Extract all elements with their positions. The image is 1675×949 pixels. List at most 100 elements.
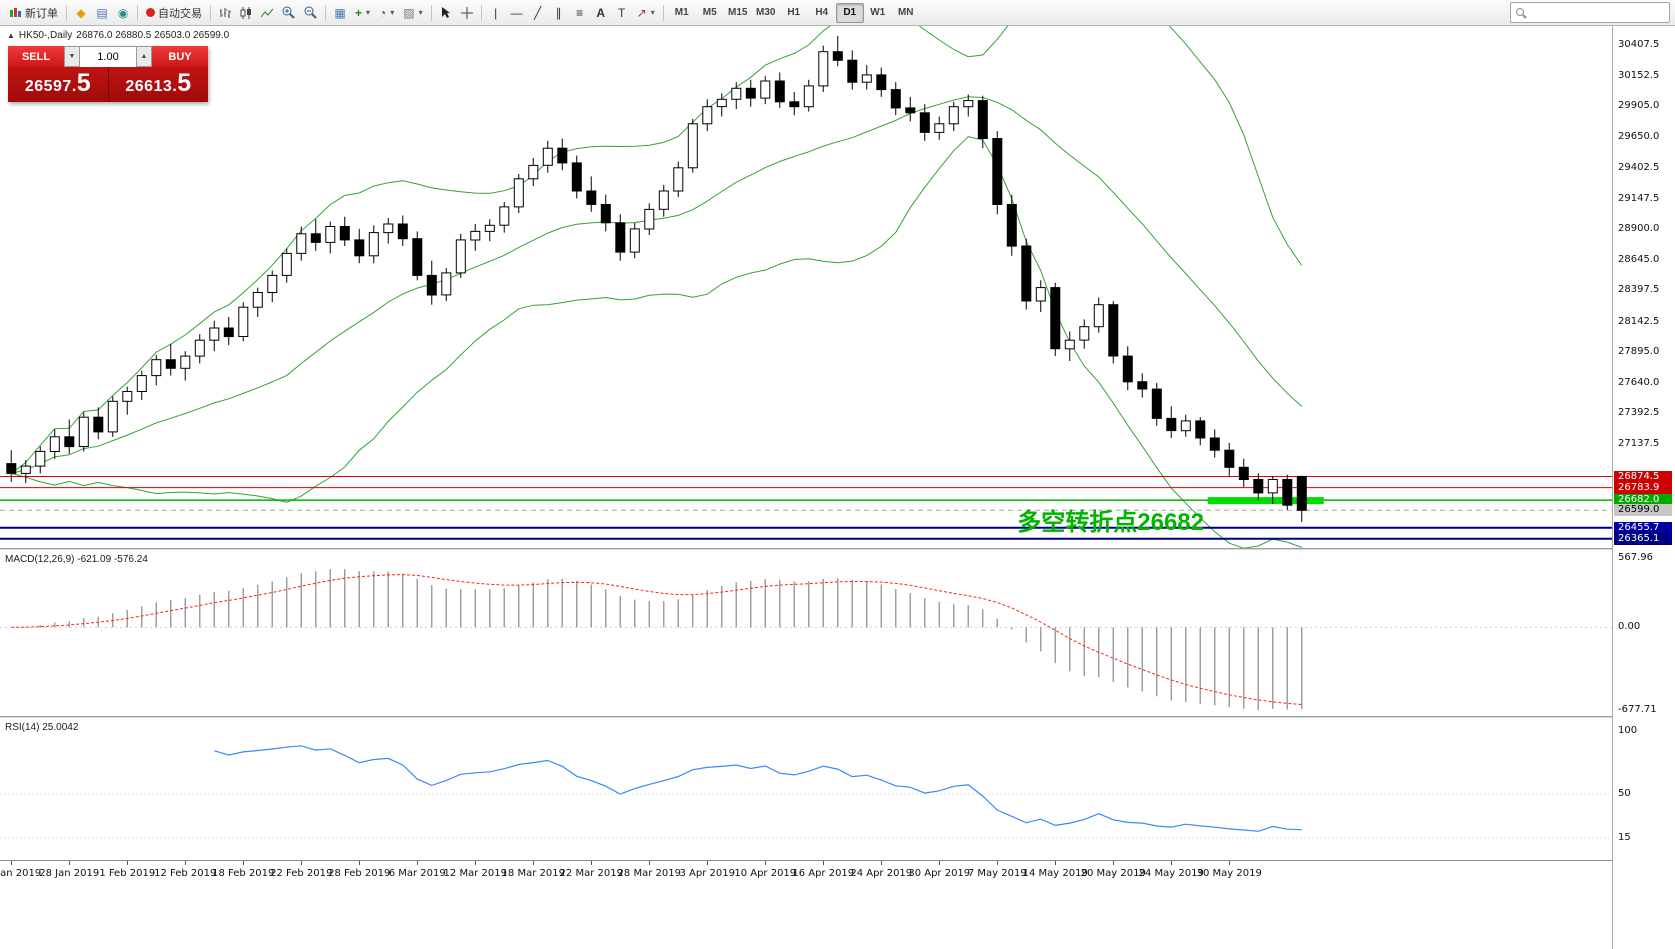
refresh-icon: ◉ [117, 5, 129, 20]
buy-button[interactable]: BUY [152, 46, 208, 67]
candle-body [629, 228, 640, 253]
zoom-out-button[interactable] [300, 3, 321, 23]
candle-body [774, 80, 785, 103]
candle-body [1224, 449, 1235, 468]
candle-body [484, 224, 495, 232]
timeframe-button-m30[interactable]: M30 [756, 7, 776, 19]
rsi-chart-canvas[interactable] [0, 719, 1612, 860]
timeframe-button-m5[interactable]: M5 [702, 7, 717, 19]
date-label: 28 Feb 2019 [328, 868, 391, 879]
one-click-collapse-icon[interactable]: ▲ [7, 31, 15, 40]
toolbar-separator [210, 4, 211, 21]
timeframe-button-d1[interactable]: D1 [835, 2, 864, 23]
macd-signal-line [11, 574, 1302, 705]
price-tick: 29905.0 [1618, 100, 1660, 112]
candle-body [1180, 420, 1191, 432]
periods-button[interactable]: ◔ ▾ [375, 3, 398, 23]
candle-body [890, 89, 901, 109]
candle-body [20, 465, 31, 474]
date-label: 22 Feb 2019 [270, 868, 333, 879]
zoom-in-button[interactable] [278, 3, 299, 23]
volume-decrease-button[interactable]: ▼ [64, 46, 80, 67]
profiles-button[interactable]: ▤ [92, 3, 112, 23]
date-tick [1113, 861, 1115, 865]
sell-button[interactable]: SELL [8, 46, 64, 67]
candle-body [455, 239, 466, 274]
timeframe-button-h4[interactable]: H4 [815, 7, 829, 19]
candle-body [165, 359, 176, 369]
timeframe-button-m1[interactable]: M1 [674, 7, 689, 19]
candle-body [1151, 388, 1162, 419]
candlestick-chart-button[interactable] [236, 3, 256, 23]
text-icon: A [596, 5, 605, 20]
candle-body [1093, 304, 1104, 328]
price-tick: 29402.5 [1618, 161, 1660, 173]
toolbar-separator [430, 4, 432, 21]
timeframe-button-m15[interactable]: M15 [728, 7, 748, 19]
templates-button[interactable]: ▨ ▾ [399, 3, 426, 23]
sell-price-button[interactable]: 26597. 5 [8, 67, 108, 102]
support-highlight-bar [1207, 497, 1324, 505]
candle-body [1079, 326, 1090, 341]
fibonacci-button[interactable]: ≡ [570, 3, 590, 23]
candle-body [310, 233, 321, 243]
timeframe-button-mn[interactable]: MN [897, 7, 914, 19]
date-label: 30 May 2019 [1196, 868, 1262, 879]
candle-body [1006, 204, 1017, 247]
date-tick [1229, 861, 1231, 865]
refresh-button[interactable]: ◉ [113, 3, 133, 23]
crosshair-icon [460, 6, 473, 19]
bar-chart-button[interactable] [215, 3, 235, 23]
chevron-down-icon: ▾ [390, 8, 395, 17]
date-label: 22 Jan 2019 [0, 868, 42, 879]
main-chart-canvas[interactable] [0, 26, 1612, 548]
horizontal-line-button[interactable]: — [507, 3, 527, 23]
text-button[interactable]: A [591, 3, 611, 23]
candle-body [1253, 479, 1264, 494]
buy-price-button[interactable]: 26613. 5 [108, 67, 208, 102]
indicators-button[interactable]: + ▾ [351, 3, 374, 23]
timeframe-button-w1[interactable]: W1 [870, 7, 886, 19]
tile-windows-button[interactable]: ▦ [330, 3, 350, 23]
panel-separator[interactable] [0, 716, 1675, 719]
price-scale[interactable]: 30407.5 30152.5 29905.0 29650.0 29402.5 29147… [1612, 26, 1675, 949]
timeframe-button-h1[interactable]: H1 [787, 7, 801, 19]
cursor-icon [442, 6, 451, 18]
date-label: 1 Feb 2019 [99, 868, 156, 879]
horizontal-line-icon: — [510, 5, 523, 20]
crosshair-button[interactable] [457, 3, 477, 23]
template-icon: ▨ [403, 5, 415, 20]
date-tick [533, 861, 535, 865]
panel-separator[interactable] [0, 548, 1675, 551]
candle-body [223, 327, 234, 338]
candle-body [934, 123, 945, 133]
tile-windows-icon: ▦ [334, 5, 346, 20]
new-chart-button[interactable]: ◆ [71, 3, 91, 23]
candle-body [557, 147, 568, 164]
auto-trading-button[interactable]: 自动交易 [142, 3, 206, 23]
channel-button[interactable]: ∥ [549, 3, 569, 23]
volume-input[interactable] [80, 47, 136, 67]
auto-trading-label: 自动交易 [158, 7, 202, 20]
line-chart-button[interactable] [257, 3, 277, 23]
arrows-button[interactable]: ↗ ▾ [633, 3, 659, 23]
text-label-button[interactable]: T [612, 3, 632, 23]
macd-chart-canvas[interactable] [0, 551, 1612, 716]
candle-body [992, 138, 1003, 205]
trendline-button[interactable]: ╱ [528, 3, 548, 23]
new-order-button[interactable]: 新订单 [5, 3, 62, 23]
date-label: 20 May 2019 [1080, 868, 1146, 879]
price-tick: 27895.0 [1618, 345, 1660, 357]
vertical-line-button[interactable]: | [486, 3, 506, 23]
cursor-button[interactable] [436, 3, 456, 23]
trendline-icon: ╱ [534, 5, 542, 20]
candle-body [412, 238, 423, 276]
macd-scale-top: 567.96 [1618, 552, 1653, 563]
candle-body [1296, 475, 1307, 511]
search-input[interactable] [1531, 5, 1655, 20]
date-tick [649, 861, 651, 865]
macd-indicator-label: MACD(12,26,9) -621.09 -576.24 [5, 554, 148, 565]
candle-body [1195, 420, 1206, 439]
volume-increase-button[interactable]: ▲ [136, 46, 152, 67]
